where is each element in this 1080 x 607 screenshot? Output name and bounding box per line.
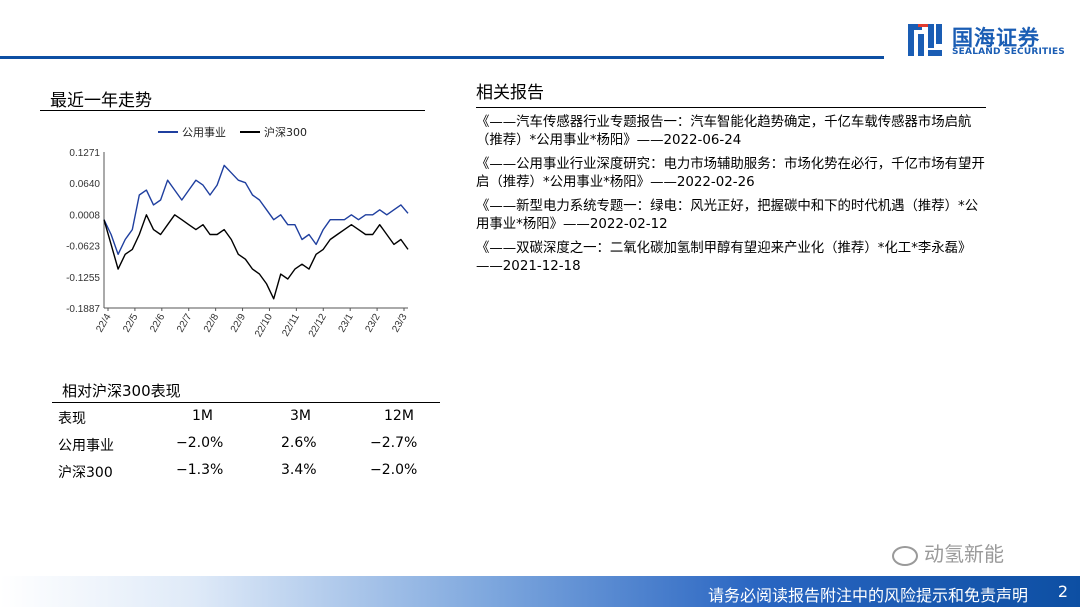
report-link[interactable]: 《——汽车传感器行业专题报告一：汽车智能化趋势确定，千亿车载传感器市场启航（推荐… xyxy=(476,115,972,148)
header-rule xyxy=(0,56,884,59)
perf-header-label: 表现 xyxy=(58,411,86,427)
perf-header-row: 表现 1M 3M 12M xyxy=(52,408,442,432)
trend-title-rule xyxy=(40,110,425,111)
perf-cell-12m: −2.0% xyxy=(370,462,418,478)
perf-cell-3m: 2.6% xyxy=(281,435,317,451)
chart-series xyxy=(103,164,409,300)
report-link[interactable]: 《——新型电力系统专题一：绿电：风光正好，把握碳中和下的时代机遇（推荐）*公用事… xyxy=(476,199,979,232)
watermark: 动氢新能 xyxy=(892,538,1004,567)
legend-label: 沪深300 xyxy=(264,125,307,139)
logo-english-name: SEALAND SECURITIES xyxy=(952,47,1065,57)
x-tick-label: 22/10 xyxy=(253,312,275,340)
perf-header-12m: 12M xyxy=(384,408,414,424)
x-tick-label: 22/9 xyxy=(229,312,248,335)
y-tick-label: 0.0640 xyxy=(69,179,100,190)
reports-list: 《——汽车传感器行业专题报告一：汽车智能化趋势确定，千亿车载传感器市场启航（推荐… xyxy=(476,114,986,282)
report-link[interactable]: 《——公用事业行业深度研究：电力市场辅助服务：市场化势在必行，千亿市场有望开启（… xyxy=(476,157,985,190)
watermark-text: 动氢新能 xyxy=(924,542,1004,566)
x-tick-label: 22/11 xyxy=(280,312,302,339)
perf-table-title: 相对沪深300表现 xyxy=(62,382,181,400)
x-tick-label: 22/7 xyxy=(175,312,194,335)
legend-label: 公用事业 xyxy=(182,126,226,139)
report-link[interactable]: 《——双碳深度之一：二氧化碳加氢制甲醇有望迎来产业化（推荐）*化工*李永磊》——… xyxy=(476,241,972,274)
x-tick-label: 22/4 xyxy=(94,312,113,335)
perf-cell-1m: −1.3% xyxy=(176,462,224,478)
perf-header-1m: 1M xyxy=(192,408,213,424)
sealand-logo-icon xyxy=(908,24,942,56)
perf-cell-12m: −2.7% xyxy=(370,435,418,451)
perf-cell-3m: 3.4% xyxy=(281,462,317,478)
x-tick-label: 22/6 xyxy=(148,312,167,335)
reports-title-rule xyxy=(476,107,986,108)
y-tick-label: 0.0008 xyxy=(69,210,100,221)
logo-chinese-name: 国海证券 xyxy=(952,26,1040,50)
perf-cell-1m: −2.0% xyxy=(176,435,224,451)
x-tick-label: 23/1 xyxy=(337,312,356,335)
chart-legend: 公用事业 沪深300 xyxy=(158,125,307,139)
y-tick-label: 0.1271 xyxy=(69,148,100,159)
perf-row-label: 公用事业 xyxy=(58,438,114,454)
series-line xyxy=(103,164,409,256)
x-tick-label: 23/3 xyxy=(390,312,409,335)
reports-section-title: 相关报告 xyxy=(476,83,544,103)
y-tick-label: -0.1255 xyxy=(66,273,100,284)
trend-section-title: 最近一年走势 xyxy=(50,91,152,111)
perf-title-rule xyxy=(52,402,440,403)
trend-line-chart: 公用事业 沪深300 0.1271 0.0640 0.0008 -0.0623 -0.12… xyxy=(66,125,410,340)
perf-row-label: 沪深300 xyxy=(58,465,113,481)
page-number: 2 xyxy=(1057,582,1068,601)
y-tick-label: -0.0623 xyxy=(66,242,100,253)
footer-bar xyxy=(0,576,1080,607)
x-tick-label: 22/12 xyxy=(307,312,329,340)
chart-x-axis: 22/4 22/5 22/6 22/7 22/8 22/9 22/10 22/11 22/12 2… xyxy=(94,307,410,340)
series-line xyxy=(103,214,409,300)
x-tick-label: 22/5 xyxy=(121,312,140,335)
disclaimer-text: 请务必阅读报告附注中的风险提示和免责声明 xyxy=(707,586,1028,605)
x-tick-label: 22/8 xyxy=(202,312,221,335)
chart-y-axis: 0.1271 0.0640 0.0008 -0.0623 -0.1255 -0.1887 xyxy=(66,148,105,315)
perf-header-3m: 3M xyxy=(290,408,311,424)
y-tick-label: -0.1887 xyxy=(66,304,100,315)
perf-row-csi300: 沪深300 −1.3% 3.4% −2.0% xyxy=(52,462,442,486)
wechat-icon xyxy=(892,545,918,566)
x-tick-label: 23/2 xyxy=(363,312,382,335)
perf-row-utilities: 公用事业 −2.0% 2.6% −2.7% xyxy=(52,435,442,459)
